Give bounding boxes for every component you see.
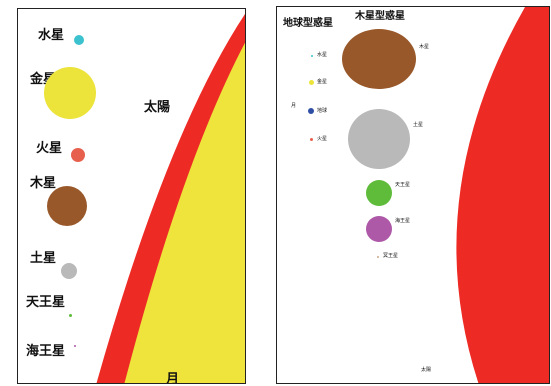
planet-mars [71,148,85,162]
planet-label-mars-right: 火星 [317,136,328,142]
planet-pluto-right [377,256,379,258]
planet-label-jupiter: 木星 [30,176,57,191]
planet-mars-right [310,138,313,141]
planet-label-neptune-right: 海王星 [395,218,411,224]
planet-saturn-right [348,109,410,169]
sun-right [456,7,549,383]
planet-venus [44,67,96,119]
group-label-terrestrial: 地球型惑星 [283,18,333,29]
planet-label-mercury: 水星 [38,28,65,43]
planet-neptune [74,345,76,347]
planet-label-venus-right: 金星 [317,79,328,85]
planet-label-pluto-right: 冥王星 [383,253,399,259]
sun-label-right: 太陽 [421,367,432,373]
moon-label-left: 月 [166,372,180,384]
sun-label-left: 太陽 [144,100,171,115]
planet-uranus-right [366,180,392,206]
group-label-jovian: 木星型惑星 [355,11,405,22]
planet-venus-right [309,80,314,85]
planet-neptune-right [366,216,392,242]
right-panel: 地球型惑星 木星型惑星 水星 金星 月 地球 火星 木星 土星 天王星 海王星 … [276,6,550,384]
sun-drawing-left [96,14,245,383]
planet-jupiter [47,186,87,226]
sun-drawing-right [456,7,549,383]
planet-label-saturn: 土星 [30,251,57,266]
planet-saturn [61,263,77,279]
sun-inner-left [124,42,245,383]
planet-earth-right [308,108,314,114]
planet-label-neptune: 海王星 [26,344,66,359]
left-panel: 水星 金星 太陽 火星 木星 土星 天王星 海王星 月 [17,8,246,384]
planet-label-mercury-right: 水星 [317,52,328,58]
moon-label-right: 月 [291,103,297,109]
planet-label-earth-right: 地球 [317,108,328,114]
planet-uranus [69,314,72,317]
planet-mercury [74,35,84,45]
planet-label-mars: 火星 [36,141,63,156]
planet-label-uranus-right: 天王星 [395,182,411,188]
planet-label-saturn-right: 土星 [413,122,424,128]
planet-jupiter-right [342,29,416,89]
planet-mercury-right [311,55,313,57]
planet-label-jupiter-right: 木星 [419,44,430,50]
planet-label-uranus: 天王星 [26,295,66,310]
